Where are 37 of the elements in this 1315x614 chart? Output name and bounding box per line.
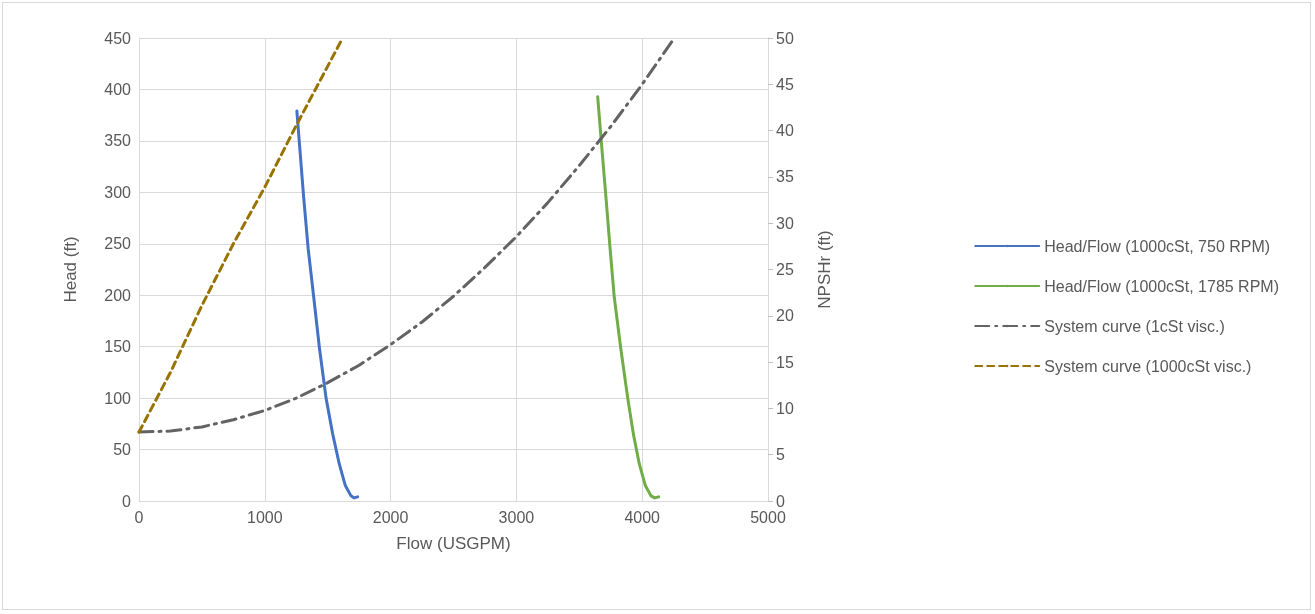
legend-label: Head/Flow (1000cSt, 1785 RPM) <box>1044 277 1280 295</box>
y2-tick-label: 30 <box>776 214 794 232</box>
y2-tick-label: 10 <box>776 399 794 417</box>
y-tick-label: 50 <box>113 441 132 459</box>
legend-label: System curve (1cSt visc.) <box>1044 317 1225 335</box>
legend-label: Head/Flow (1000cSt, 750 RPM) <box>1044 237 1271 255</box>
y2-tick-label: 40 <box>776 122 794 140</box>
x-tick-label: 3000 <box>498 508 535 526</box>
y2-tick-label: 25 <box>776 261 794 278</box>
y-tick-label: 350 <box>104 132 132 150</box>
y-tick-label: 250 <box>104 235 132 253</box>
line-series <box>596 95 661 500</box>
x-tick-label: 4000 <box>624 508 661 526</box>
y2-tick-label: 45 <box>776 75 794 93</box>
x-tick-label: 0 <box>134 508 144 526</box>
y-tick-label: 400 <box>104 80 132 98</box>
y-tick-label: 450 <box>104 29 132 47</box>
line-series <box>137 37 676 434</box>
y-tick-label: 200 <box>104 286 132 304</box>
y-tick-label: 300 <box>104 183 132 201</box>
y2-tick-label: 50 <box>776 29 794 47</box>
x-tick-label: 2000 <box>372 508 409 526</box>
x-axis-title: Flow (USGPM) <box>396 534 511 553</box>
y2-tick-label: 15 <box>776 353 794 371</box>
y-axis-title: Head (ft) <box>61 236 80 303</box>
y2-tick-label: 0 <box>776 492 785 510</box>
line-series <box>295 109 360 500</box>
y2-axis-title: NPSHr (ft) <box>815 230 834 309</box>
legend-label: System curve (1000cSt visc.) <box>1044 357 1252 375</box>
x-tick-label: 1000 <box>247 508 283 526</box>
y2-tick-label: 20 <box>776 307 794 325</box>
y2-tick-label: 5 <box>776 446 785 464</box>
y-tick-label: 100 <box>104 389 132 407</box>
y-tick-label: 150 <box>104 338 132 356</box>
y2-tick-label: 35 <box>776 168 794 186</box>
x-tick-label: 5000 <box>750 508 786 526</box>
y-tick-label: 0 <box>122 492 132 510</box>
